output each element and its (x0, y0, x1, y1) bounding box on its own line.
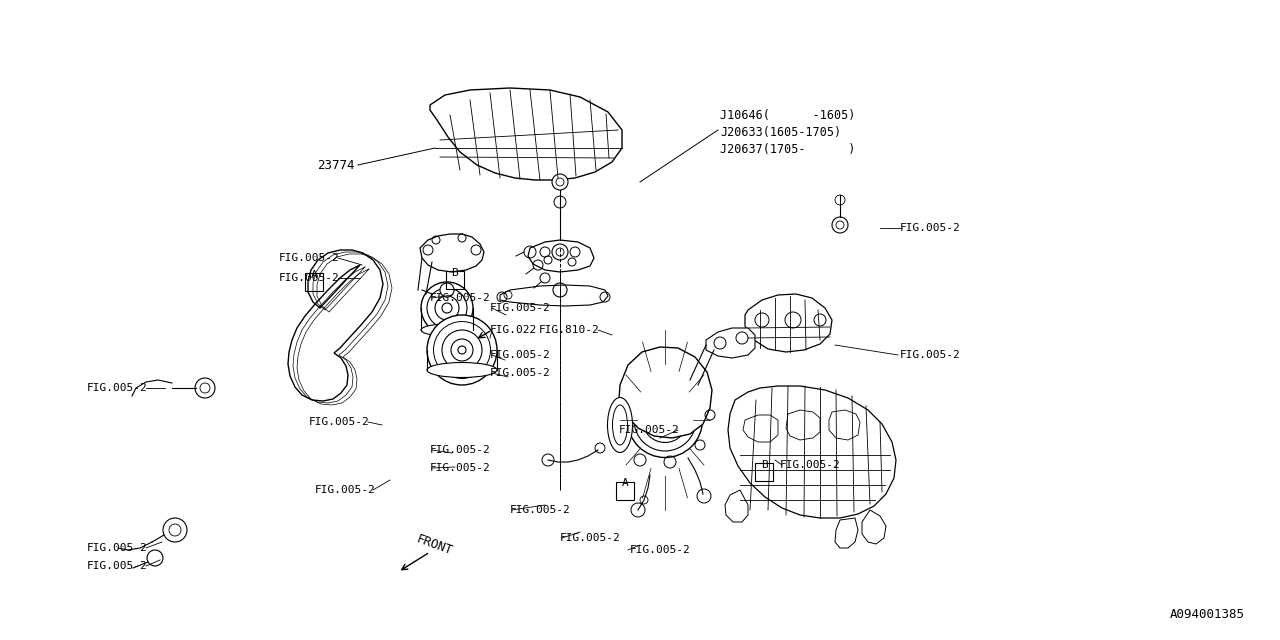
Circle shape (556, 178, 564, 186)
Ellipse shape (613, 405, 627, 445)
Polygon shape (829, 410, 860, 440)
Polygon shape (742, 415, 778, 442)
Text: B: B (760, 460, 768, 470)
Text: FIG.005-2: FIG.005-2 (630, 545, 691, 555)
Circle shape (200, 383, 210, 393)
Text: FIG.005-2: FIG.005-2 (509, 505, 571, 515)
Circle shape (832, 217, 849, 233)
Ellipse shape (458, 346, 466, 354)
Text: 23774: 23774 (317, 159, 355, 172)
Ellipse shape (608, 397, 632, 452)
Text: FIG.005-2: FIG.005-2 (620, 425, 680, 435)
Circle shape (195, 378, 215, 398)
Ellipse shape (442, 303, 452, 313)
Ellipse shape (421, 282, 474, 334)
Circle shape (554, 196, 566, 208)
Text: J10646(      -1605): J10646( -1605) (719, 109, 855, 122)
Ellipse shape (428, 315, 497, 385)
Polygon shape (835, 518, 858, 548)
Bar (616, 482, 634, 500)
Text: A: A (311, 270, 317, 280)
Text: FIG.005-2: FIG.005-2 (490, 303, 550, 313)
Circle shape (836, 221, 844, 229)
Ellipse shape (451, 339, 474, 361)
Text: FIG.005-2: FIG.005-2 (87, 383, 148, 393)
Ellipse shape (643, 397, 687, 442)
Polygon shape (500, 285, 608, 306)
Polygon shape (620, 347, 712, 438)
Ellipse shape (652, 406, 678, 434)
Polygon shape (529, 240, 594, 272)
Text: FIG.005-2: FIG.005-2 (430, 293, 490, 303)
Text: FIG.810-2: FIG.810-2 (539, 325, 600, 335)
Ellipse shape (435, 296, 460, 320)
Ellipse shape (434, 321, 490, 378)
Circle shape (169, 524, 180, 536)
Text: FIG.005-2: FIG.005-2 (430, 463, 490, 473)
Text: FIG.005-2: FIG.005-2 (87, 543, 148, 553)
Polygon shape (707, 328, 755, 358)
Polygon shape (861, 510, 886, 544)
Polygon shape (745, 294, 832, 352)
Text: FIG.005-2: FIG.005-2 (87, 561, 148, 571)
Bar (305, 273, 323, 291)
Circle shape (163, 518, 187, 542)
Polygon shape (430, 88, 622, 180)
Text: FIG.005-2: FIG.005-2 (490, 368, 550, 378)
Ellipse shape (421, 324, 474, 336)
Text: FIG.005-2: FIG.005-2 (490, 350, 550, 360)
Text: FIG.005-2: FIG.005-2 (561, 533, 621, 543)
Ellipse shape (634, 389, 696, 451)
Text: FIG.005-2: FIG.005-2 (310, 417, 370, 427)
Polygon shape (786, 410, 820, 440)
Bar (755, 463, 773, 481)
Text: FIG.022: FIG.022 (490, 325, 538, 335)
Text: FRONT: FRONT (415, 532, 454, 557)
Circle shape (147, 550, 163, 566)
Ellipse shape (442, 330, 483, 370)
Text: FIG.005-2: FIG.005-2 (430, 445, 490, 455)
Text: A: A (622, 478, 628, 488)
Text: FIG.005-2: FIG.005-2 (279, 273, 340, 283)
Text: FIG.005-2: FIG.005-2 (900, 350, 961, 360)
Text: J20633(1605-1705): J20633(1605-1705) (719, 125, 841, 138)
Text: FIG.005-2: FIG.005-2 (315, 485, 375, 495)
Ellipse shape (627, 383, 703, 458)
Ellipse shape (428, 362, 497, 378)
Text: J20637(1705-      ): J20637(1705- ) (719, 143, 855, 156)
Polygon shape (724, 490, 748, 522)
Bar (445, 271, 465, 289)
Polygon shape (288, 250, 383, 401)
Text: A094001385: A094001385 (1170, 609, 1245, 621)
Ellipse shape (428, 288, 467, 328)
Ellipse shape (659, 414, 671, 426)
Text: FIG.005-2: FIG.005-2 (279, 253, 340, 263)
Circle shape (440, 283, 454, 297)
Text: FIG.005-2: FIG.005-2 (900, 223, 961, 233)
Circle shape (552, 174, 568, 190)
Polygon shape (420, 234, 484, 272)
Polygon shape (728, 386, 896, 518)
Text: FIG.005-2: FIG.005-2 (780, 460, 841, 470)
Text: B: B (452, 268, 458, 278)
